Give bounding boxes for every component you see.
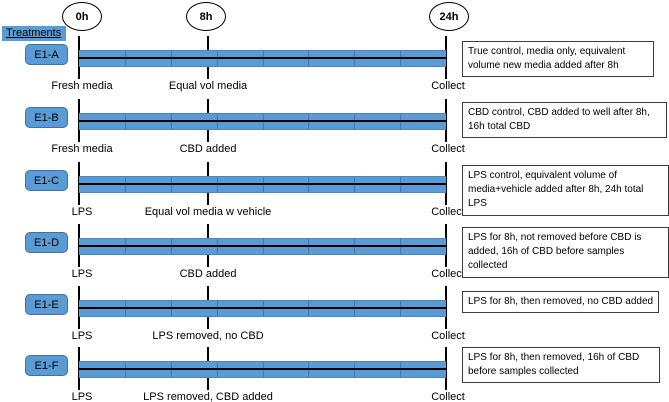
treatment-row-e1f: E1-F LPS LPS removed, CBD added Collect [0, 347, 669, 402]
timeline-bar [79, 113, 446, 130]
event-label-mid: Equal vol media [168, 80, 248, 92]
event-line-24h [445, 162, 447, 205]
description-box-e1b: CBD control, CBD added to well after 8h,… [462, 102, 667, 139]
treatment-badge-e1f: E1-F [25, 355, 68, 376]
timeline-bar [79, 300, 446, 317]
event-label-start: LPS [71, 330, 93, 342]
event-label-start: LPS [71, 206, 93, 218]
timeline-bar [79, 361, 446, 378]
event-label-end: Collect [431, 143, 465, 155]
bar-center-line [79, 57, 446, 59]
event-label-start: LPS [71, 391, 93, 402]
description-box-e1a: True control, media only, equivalent vol… [462, 41, 654, 78]
treatment-row-e1a: E1-A Fresh media Equal vol media Collect [0, 36, 669, 98]
bar-center-line [79, 183, 446, 185]
treatment-badge-e1e: E1-E [25, 294, 68, 315]
time-marker-0h-label: 0h [75, 10, 89, 23]
event-label-end: Collect [431, 268, 465, 280]
event-label-end: Collect [431, 80, 465, 92]
event-label-mid: LPS removed, CBD added [143, 391, 273, 402]
treatments-header-label: Treatments [2, 26, 67, 41]
event-label-mid: Equal vol media w vehicle [144, 206, 272, 218]
treatment-row-e1e: E1-E LPS LPS removed, no CBD Collect [0, 286, 669, 348]
treatment-badge-e1a: E1-A [25, 44, 68, 65]
event-label-mid: CBD added [179, 268, 237, 280]
treatment-row-e1c: E1-C LPS Equal vol media w vehicle Colle… [0, 162, 669, 224]
event-line-24h [445, 224, 447, 267]
description-box-e1c: LPS control, equivalent volume of media+… [462, 165, 669, 216]
time-marker-8h: 8h [186, 2, 226, 31]
event-label-start: Fresh media [51, 143, 113, 155]
event-label-mid: LPS removed, no CBD [152, 330, 264, 342]
event-label-start: LPS [71, 268, 93, 280]
timeline-bar [79, 50, 446, 67]
event-line-24h [445, 99, 447, 142]
description-box-e1d: LPS for 8h, not removed before CBD is ad… [462, 227, 669, 278]
treatment-row-e1b: E1-B Fresh media CBD added Collect [0, 99, 669, 161]
bar-center-line [79, 120, 446, 122]
event-label-start: Fresh media [51, 80, 113, 92]
timeline-bar [79, 176, 446, 193]
event-label-end: Collect [431, 206, 465, 218]
event-label-end: Collect [431, 330, 465, 342]
description-box-e1e: LPS for 8h, then removed, no CBD added [462, 291, 660, 314]
event-label-mid: CBD added [179, 143, 237, 155]
treatment-badge-e1b: E1-B [25, 107, 68, 128]
bar-center-line [79, 307, 446, 309]
treatment-badge-e1c: E1-C [25, 170, 68, 191]
time-marker-0h: 0h [62, 2, 102, 31]
event-line-24h [445, 36, 447, 79]
event-label-end: Collect [431, 391, 465, 402]
event-line-24h [445, 347, 447, 390]
time-marker-24h-label: 24h [439, 10, 459, 23]
bar-center-line [79, 245, 446, 247]
treatment-badge-e1d: E1-D [25, 232, 68, 253]
treatment-row-e1d: E1-D LPS CBD added Collect [0, 224, 669, 286]
event-line-24h [445, 286, 447, 329]
timeline-bar [79, 238, 446, 255]
time-marker-8h-label: 8h [199, 10, 213, 23]
time-marker-24h: 24h [429, 2, 469, 31]
bar-center-line [79, 368, 446, 370]
description-box-e1f: LPS for 8h, then removed, 16h of CBD bef… [462, 347, 660, 384]
